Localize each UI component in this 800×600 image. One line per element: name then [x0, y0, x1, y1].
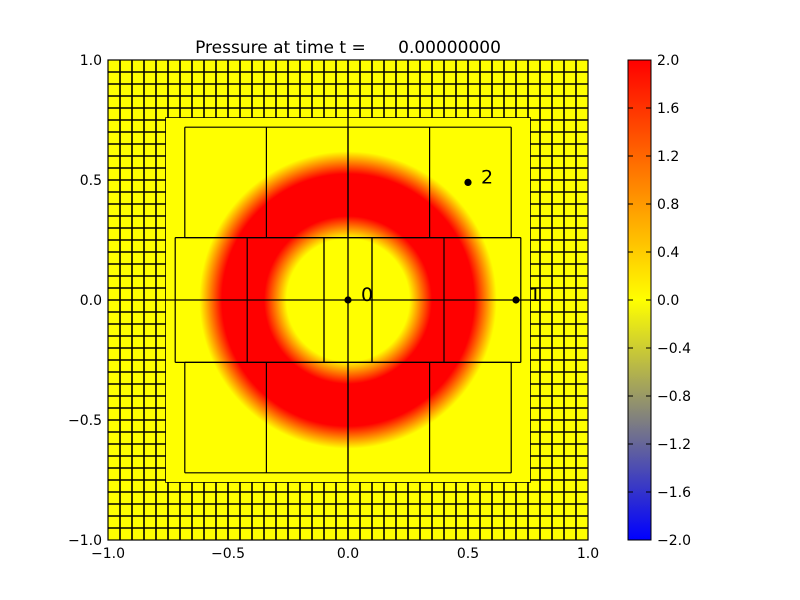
colorbar-tick-label: −0.8 [657, 389, 691, 405]
x-tick-label: 0.5 [457, 546, 479, 562]
chart-title: Pressure at time t = 0.00000000 [195, 38, 501, 58]
probe-point-1 [512, 296, 520, 304]
colorbar-tick-label: 1.2 [657, 149, 679, 165]
colorbar-tick-label: 0.4 [657, 245, 679, 261]
colorbar-ticks: 2.0 1.6 1.2 0.8 0.4 0.0 −0.4 −0.8 −1.2 −1.6 −2.0 [628, 53, 691, 549]
probes: 0 1 2 [344, 166, 541, 306]
x-tick-label: −1.0 [91, 546, 125, 562]
x-tick-label: 0.0 [337, 546, 359, 562]
colorbar-tick-label: −0.4 [657, 341, 691, 357]
probe-label-1: 1 [529, 284, 541, 306]
colorbar: 2.0 1.6 1.2 0.8 0.4 0.0 −0.4 −0.8 −1.2 −1.6 −2.0 [627, 53, 691, 549]
colorbar-tick-label: −2.0 [657, 533, 691, 549]
y-axis: −1.0 −0.5 0.0 0.5 1.0 [68, 53, 588, 549]
colorbar-tick-label: −1.6 [657, 485, 691, 501]
y-tick-label: 0.0 [80, 293, 102, 309]
probe-label-2: 2 [481, 166, 493, 188]
y-tick-label: 1.0 [80, 53, 102, 69]
y-tick-label: 0.5 [80, 173, 102, 189]
colorbar-tick-label: 0.8 [657, 197, 679, 213]
colorbar-tick-label: 1.6 [657, 101, 679, 117]
y-tick-label: −0.5 [68, 413, 102, 429]
probe-point-2 [464, 178, 472, 186]
mesh-lines [165, 117, 531, 483]
x-tick-label: −0.5 [211, 546, 245, 562]
colorbar-tick-label: −1.2 [657, 437, 691, 453]
x-axis: −1.0 −0.5 0.0 0.5 1.0 [91, 60, 599, 562]
y-tick-label: −1.0 [68, 533, 102, 549]
probe-point-0 [344, 296, 352, 304]
x-tick-label: 1.0 [577, 546, 599, 562]
colorbar-tick-label: 0.0 [657, 293, 679, 309]
plot-area: 0 1 2 [108, 60, 588, 540]
colorbar-tick-label: 2.0 [657, 53, 679, 69]
probe-label-0: 0 [361, 284, 373, 306]
